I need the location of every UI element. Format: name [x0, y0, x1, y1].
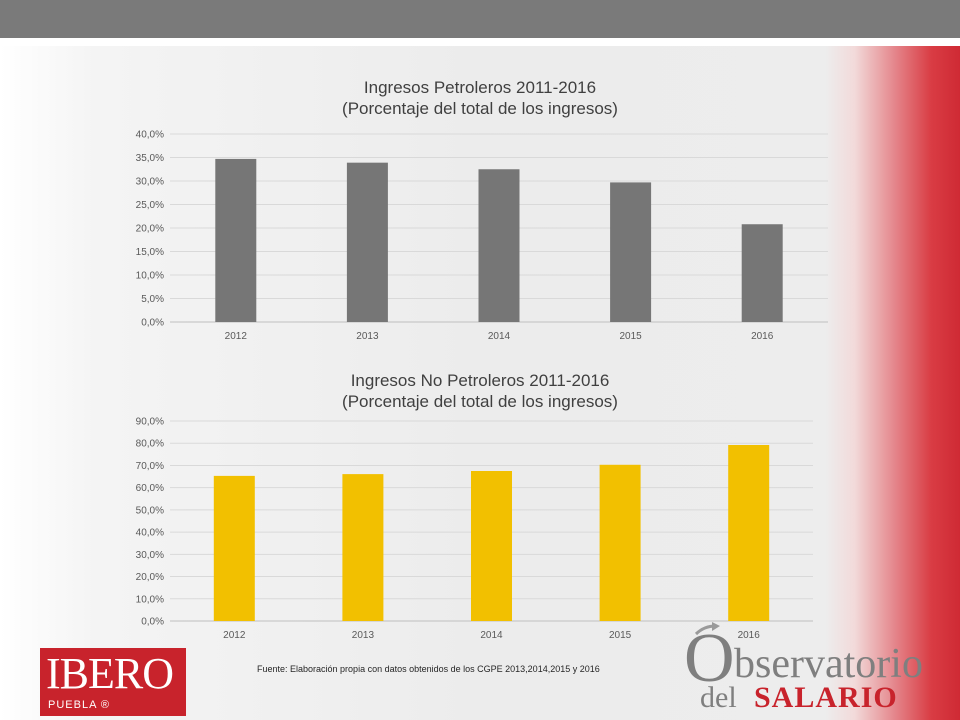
chart2-bar-2012 [213, 475, 255, 621]
source-note: Fuente: Elaboración propia con datos obt… [257, 664, 600, 674]
chart2-xtick-label: 2014 [480, 630, 503, 641]
chart2-title-line1: Ingresos No Petroleros 2011-2016 [350, 371, 610, 390]
chart1-ytick-label: 10,0% [136, 271, 164, 282]
chart1-ytick-label: 20,0% [136, 224, 164, 235]
chart1-xtick-label: 2016 [751, 331, 774, 342]
chart1-ytick-label: 15,0% [136, 247, 164, 258]
chart1-xtick-label: 2012 [225, 331, 248, 342]
chart1-ytick-label: 25,0% [136, 200, 164, 211]
chart2-xtick-label: 2013 [352, 630, 375, 641]
chart1-bar-2012 [215, 158, 257, 322]
chart1-ytick-label: 35,0% [136, 153, 164, 164]
chart2-ytick-label: 80,0% [136, 439, 164, 450]
chart2-ytick-label: 50,0% [136, 505, 164, 516]
chart2-ytick-label: 0,0% [141, 617, 164, 628]
chart2-title: Ingresos No Petroleros 2011-2016 (Porcen… [0, 370, 960, 412]
chart2-ytick-label: 10,0% [136, 594, 164, 605]
observatorio-del-salario-logo: O bservatorio del SALARIO [684, 620, 934, 716]
ibero-puebla-logo: IBERO PUEBLA ® [40, 648, 186, 716]
chart1-ytick-label: 5,0% [141, 294, 164, 305]
chart1-bar-2013 [346, 162, 388, 322]
chart1-xtick-label: 2014 [488, 331, 511, 342]
chart1-ytick-label: 30,0% [136, 177, 164, 188]
chart1-title-line2: (Porcentaje del total de los ingresos) [342, 99, 618, 118]
chart2-ytick-label: 60,0% [136, 483, 164, 494]
ibero-logo-word: IBERO [46, 649, 174, 698]
obs-logo-salario: SALARIO [754, 681, 898, 714]
chart2-xtick-label: 2012 [223, 630, 246, 641]
chart2-ytick-label: 40,0% [136, 528, 164, 539]
chart2-ytick-label: 20,0% [136, 572, 164, 583]
top-gap [0, 38, 960, 46]
obs-logo-del: del [700, 681, 737, 714]
chart2-bar-2015 [599, 464, 641, 621]
chart1-xtick-label: 2013 [356, 331, 379, 342]
ibero-logo-subtitle: PUEBLA ® [48, 699, 110, 711]
chart2-bar-2016 [728, 445, 770, 621]
chart2-bar-2013 [342, 474, 384, 621]
obs-logo-arc-icon [694, 622, 720, 636]
chart2-ytick-label: 90,0% [136, 417, 164, 428]
chart1-title: Ingresos Petroleros 2011-2016 (Porcentaj… [0, 77, 960, 119]
chart1-title-line1: Ingresos Petroleros 2011-2016 [363, 78, 597, 97]
chart1-ytick-label: 40,0% [136, 130, 164, 141]
chart1-bar-2015 [610, 182, 652, 322]
top-bar [0, 0, 960, 38]
chart2-ytick-label: 70,0% [136, 461, 164, 472]
chart1-bar-2016 [741, 224, 783, 322]
chart1-bar-2014 [478, 169, 520, 322]
chart2-bar-2014 [471, 471, 512, 621]
chart1-xtick-label: 2015 [619, 331, 642, 342]
obs-logo-o: O [684, 620, 735, 697]
chart2-ytick-label: 30,0% [136, 550, 164, 561]
chart2-xtick-label: 2016 [738, 630, 761, 641]
chart1-ytick-label: 0,0% [141, 318, 164, 329]
chart2-xtick-label: 2015 [609, 630, 632, 641]
obs-logo-observatorio: bservatorio [734, 641, 923, 687]
chart2-title-line2: (Porcentaje del total de los ingresos) [342, 392, 618, 411]
